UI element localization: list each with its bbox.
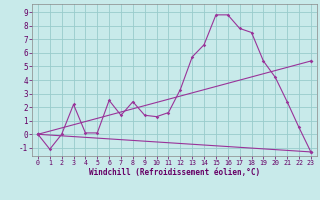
X-axis label: Windchill (Refroidissement éolien,°C): Windchill (Refroidissement éolien,°C) bbox=[89, 168, 260, 177]
